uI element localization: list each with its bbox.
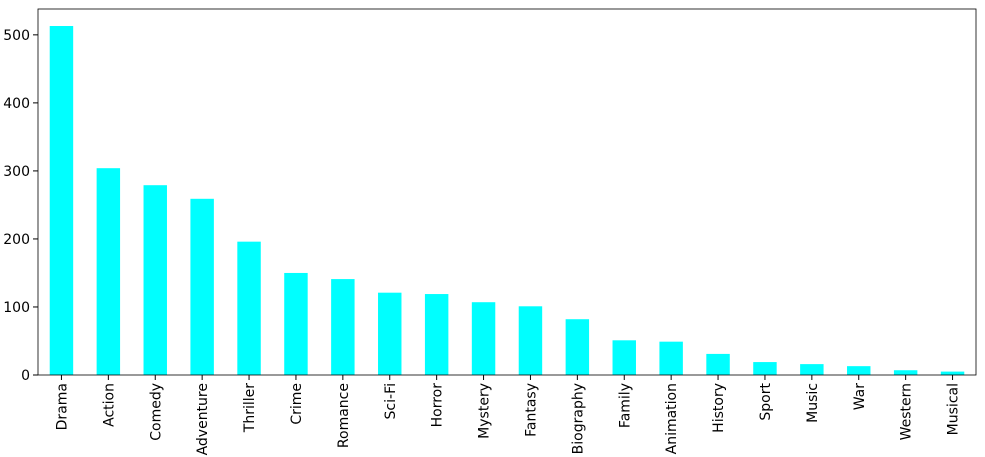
bar [893,370,918,375]
x-tick-label: Animation [664,383,680,454]
bar [190,198,214,375]
bar [331,279,355,375]
bar [940,371,965,375]
x-tick-label: History [711,383,727,433]
bar [237,241,261,375]
bar [424,294,449,375]
bar [706,353,730,375]
x-tick-label: Sport [758,382,774,420]
x-tick-label: Romance [336,383,352,448]
bar [284,272,308,375]
x-tick-label: Western [899,383,915,440]
x-tick-label: Mystery [477,383,493,439]
y-tick-label: 0 [21,368,30,384]
bar [847,366,871,375]
bar [518,306,543,375]
x-tick-label: Action [101,383,117,427]
bar [659,341,683,375]
y-tick-label: 100 [3,300,30,316]
x-tick-label: Drama [54,383,70,430]
x-tick-label: Family [617,383,633,428]
x-tick-label: Sci-Fi [383,383,399,419]
x-tick-label: Thriller [242,383,258,433]
bar [565,319,590,375]
y-tick-label: 200 [3,232,30,248]
bar [612,340,636,375]
x-tick-label: Fantasy [523,383,539,437]
x-tick-label: Music [805,383,821,423]
x-tick-label: Horror [430,383,446,428]
bar [96,168,121,375]
y-tick-label: 400 [3,96,30,112]
x-tick-label: Musical [946,383,962,435]
x-tick-label: War [852,383,868,411]
bar [143,185,167,375]
bar [378,292,402,375]
bar [800,364,824,375]
x-tick-label: Comedy [148,383,164,441]
x-tick-label: Crime [289,383,305,425]
bar [753,362,777,375]
x-tick-label: Adventure [195,383,211,455]
x-tick-label: Biography [570,383,586,454]
plot-frame [37,8,977,376]
bar [471,302,496,375]
bar [49,26,74,375]
y-tick-label: 500 [3,28,30,44]
y-tick-label: 300 [3,164,30,180]
